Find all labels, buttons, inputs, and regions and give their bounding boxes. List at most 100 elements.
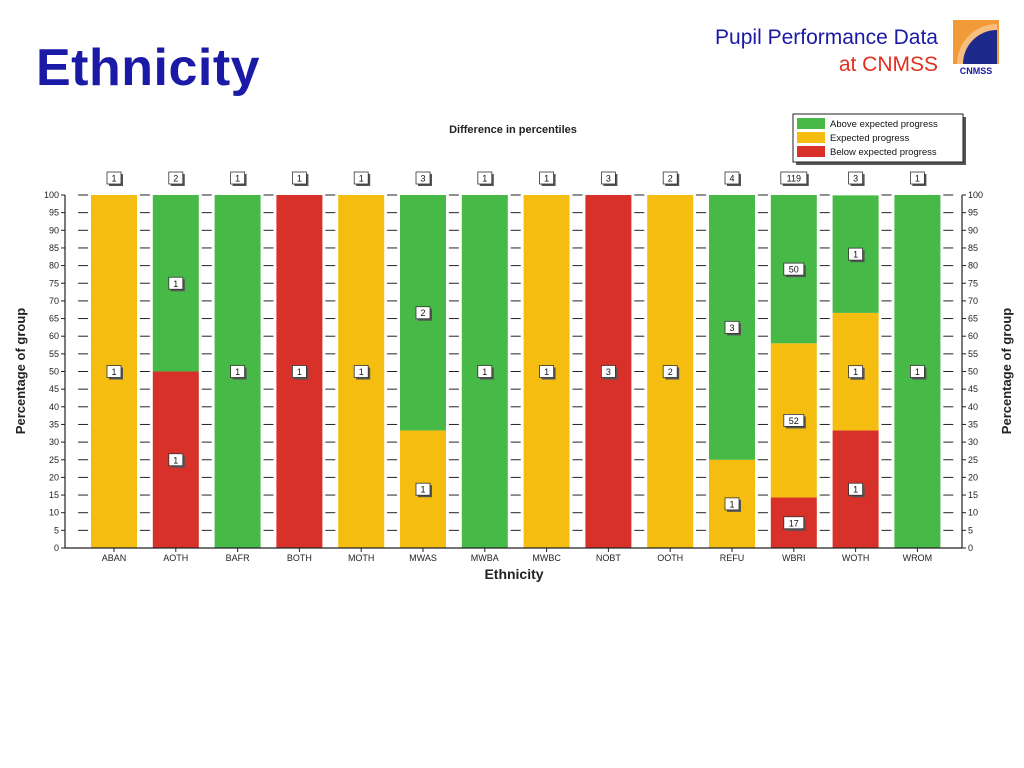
segment-count-woth-below: 1 xyxy=(848,482,865,498)
group-total-mwbc: 1 xyxy=(539,171,556,186)
x-tick-moth: MOTH xyxy=(348,553,375,563)
group-total-refu: 4 xyxy=(724,171,741,186)
y-tick-left-80: 80 xyxy=(49,261,59,271)
segment-count-wbri-below-text: 17 xyxy=(789,518,799,528)
x-axis-label: Ethnicity xyxy=(484,566,543,582)
segment-count-nobt-below: 3 xyxy=(601,365,618,380)
y-tick-left-95: 95 xyxy=(49,208,59,218)
segment-count-mwas-above-text: 2 xyxy=(420,308,425,318)
segment-count-woth-expected-text: 1 xyxy=(853,367,858,377)
segment-count-bafr-above: 1 xyxy=(230,365,247,380)
segment-count-refu-above: 3 xyxy=(724,320,741,336)
segment-count-refu-above-text: 3 xyxy=(729,323,734,333)
segment-count-woth-expected: 1 xyxy=(848,365,865,380)
y-tick-left-100: 100 xyxy=(44,190,59,200)
group-total-ooth-text: 2 xyxy=(668,174,673,184)
segment-count-aban-expected-text: 1 xyxy=(111,367,116,377)
segment-count-aoth-above-text: 1 xyxy=(173,279,178,289)
y-axis-label-left: Percentage of group xyxy=(13,308,28,434)
segment-count-mwba-above: 1 xyxy=(477,365,494,380)
legend-swatch-above xyxy=(797,118,825,129)
y-tick-left-45: 45 xyxy=(49,384,59,394)
segment-count-mwba-above-text: 1 xyxy=(482,367,487,377)
group-total-wrom-text: 1 xyxy=(915,174,920,184)
y-tick-right-85: 85 xyxy=(968,243,978,253)
x-tick-nobt: NOBT xyxy=(596,553,622,563)
segment-count-nobt-below-text: 3 xyxy=(606,367,611,377)
segment-count-wbri-expected-text: 52 xyxy=(789,416,799,426)
y-tick-left-30: 30 xyxy=(49,437,59,447)
group-total-moth-text: 1 xyxy=(359,174,364,184)
y-tick-left-15: 15 xyxy=(49,490,59,500)
segment-count-woth-above-text: 1 xyxy=(853,250,858,260)
y-tick-left-75: 75 xyxy=(49,278,59,288)
y-tick-left-25: 25 xyxy=(49,455,59,465)
group-total-bafr-text: 1 xyxy=(235,174,240,184)
segment-count-bafr-above-text: 1 xyxy=(235,367,240,377)
segment-count-aban-expected: 1 xyxy=(106,365,123,380)
y-tick-right-60: 60 xyxy=(968,331,978,341)
group-total-both: 1 xyxy=(291,171,309,186)
y-tick-right-5: 5 xyxy=(968,525,973,535)
y-tick-right-80: 80 xyxy=(968,261,978,271)
group-total-mwbc-text: 1 xyxy=(544,174,549,184)
segment-count-woth-below-text: 1 xyxy=(853,485,858,495)
y-tick-right-95: 95 xyxy=(968,208,978,218)
logo-text: CNMSS xyxy=(960,66,993,76)
group-total-mwas-text: 3 xyxy=(420,174,425,184)
y-axis-label-right: Percentage of group xyxy=(999,308,1014,434)
y-tick-right-15: 15 xyxy=(968,490,978,500)
slide-title: Ethnicity xyxy=(36,39,261,97)
y-tick-right-75: 75 xyxy=(968,278,978,288)
segment-count-wrom-above-text: 1 xyxy=(915,367,920,377)
y-tick-right-50: 50 xyxy=(968,367,978,377)
segment-count-both-below: 1 xyxy=(291,365,309,380)
y-tick-left-55: 55 xyxy=(49,349,59,359)
group-total-wbri: 119 xyxy=(780,171,809,186)
brand-text: Pupil Performance Data at CNMSS xyxy=(715,24,938,78)
y-tick-right-10: 10 xyxy=(968,508,978,518)
x-tick-aoth: AOTH xyxy=(163,553,188,563)
y-tick-left-0: 0 xyxy=(54,543,59,553)
segment-count-wbri-above: 50 xyxy=(783,262,806,278)
legend-label-above: Above expected progress xyxy=(830,119,938,130)
y-tick-left-10: 10 xyxy=(49,508,59,518)
group-total-aoth-text: 2 xyxy=(173,174,178,184)
y-tick-right-65: 65 xyxy=(968,314,978,324)
segment-count-mwbc-expected: 1 xyxy=(539,365,556,380)
group-total-moth: 1 xyxy=(353,171,371,186)
group-total-nobt: 3 xyxy=(601,171,618,186)
legend-label-below: Below expected progress xyxy=(830,147,937,158)
group-total-aban-text: 1 xyxy=(111,174,116,184)
segment-count-both-below-text: 1 xyxy=(297,367,302,377)
y-tick-right-90: 90 xyxy=(968,225,978,235)
group-total-nobt-text: 3 xyxy=(606,174,611,184)
y-tick-left-5: 5 xyxy=(54,525,59,535)
group-total-mwas: 3 xyxy=(415,171,432,186)
x-tick-refu: REFU xyxy=(720,553,745,563)
group-total-woth: 3 xyxy=(848,171,865,186)
y-tick-right-70: 70 xyxy=(968,296,978,306)
group-total-aoth: 2 xyxy=(168,171,185,186)
segment-count-aoth-below: 1 xyxy=(168,453,185,468)
y-tick-left-70: 70 xyxy=(49,296,59,306)
y-tick-right-100: 100 xyxy=(968,190,983,200)
group-total-wrom: 1 xyxy=(910,171,927,186)
y-tick-right-35: 35 xyxy=(968,419,978,429)
x-tick-woth: WOTH xyxy=(842,553,870,563)
y-tick-right-20: 20 xyxy=(968,472,978,482)
segment-count-moth-expected-text: 1 xyxy=(359,367,364,377)
x-tick-mwba: MWBA xyxy=(471,553,499,563)
group-total-ooth: 2 xyxy=(662,171,680,186)
segment-count-aoth-above: 1 xyxy=(168,276,185,292)
y-tick-right-30: 30 xyxy=(968,437,978,447)
brand-line-2: at CNMSS xyxy=(838,53,938,76)
x-tick-both: BOTH xyxy=(287,553,312,563)
chart-title: Difference in percentiles xyxy=(449,124,577,136)
brand-line-1: Pupil Performance Data xyxy=(715,26,938,49)
x-tick-mwbc: MWBC xyxy=(532,553,561,563)
segment-count-ooth-expected-text: 2 xyxy=(668,367,673,377)
y-tick-right-25: 25 xyxy=(968,455,978,465)
segment-count-aoth-below-text: 1 xyxy=(173,455,178,465)
